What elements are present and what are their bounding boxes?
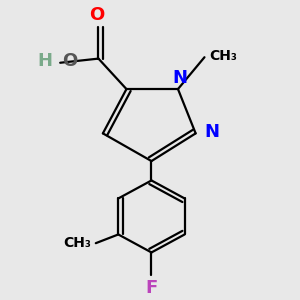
Text: F: F bbox=[145, 279, 158, 297]
Text: CH₃: CH₃ bbox=[64, 236, 92, 250]
Text: N: N bbox=[172, 69, 187, 87]
Text: N: N bbox=[204, 123, 219, 141]
Text: O: O bbox=[62, 52, 77, 70]
Text: O: O bbox=[89, 6, 105, 24]
Text: CH₃: CH₃ bbox=[209, 49, 237, 63]
Text: H: H bbox=[38, 52, 53, 70]
